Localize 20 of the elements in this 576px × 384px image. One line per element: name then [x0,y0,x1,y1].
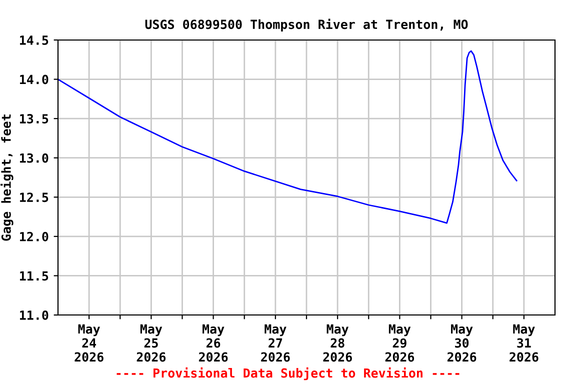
chart-title: USGS 06899500 Thompson River at Trenton, MO [145,18,468,32]
x-tick-label: May 27 2026 [261,324,290,362]
x-tick-label: May 25 2026 [136,324,166,362]
x-tick-label: May 26 2026 [198,324,228,362]
y-axis-title: Gage height, feet [0,114,14,241]
x-tick-label: May 30 2026 [447,324,476,362]
line-series [58,50,518,224]
text: ---- Provisional Data Subject to Revision ---- [116,367,460,380]
y-tick-label: 11.0 [20,310,48,320]
y-tick-label: 11.5 [20,271,48,281]
x-tick-label: May 29 2026 [385,324,414,362]
y-tick-label: 12.0 [20,232,48,242]
x-tick-label: May 28 2026 [323,324,352,362]
x-tick-label: May 31 2026 [510,324,538,362]
y-tick-label: 14.0 [20,74,48,84]
y-tick-label: 13.5 [20,114,48,124]
x-tick-label: May 24 2026 [74,324,104,362]
y-tick-label: 12.5 [20,192,48,202]
y-tick-label: 13.0 [20,153,48,163]
y-tick-label: 14.5 [20,36,48,45]
